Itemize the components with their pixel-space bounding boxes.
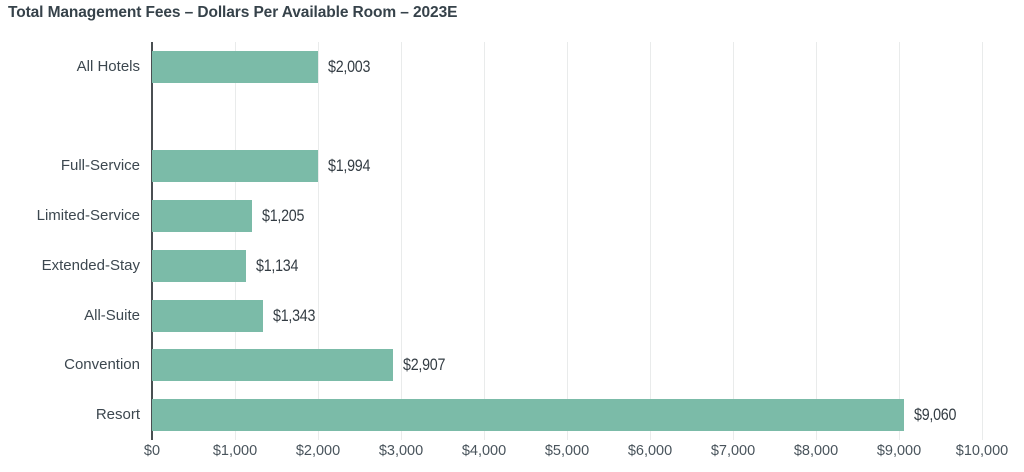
gridline — [982, 42, 983, 440]
gridline — [567, 42, 568, 440]
bar — [152, 349, 394, 382]
category-label: Limited-Service — [36, 207, 140, 225]
gridline — [401, 42, 402, 440]
gridline — [235, 42, 236, 440]
value-label: $1,343 — [273, 305, 316, 325]
x-tick-label: $7,000 — [710, 443, 756, 459]
category-label: Resort — [95, 406, 140, 424]
category-label: Convention — [64, 356, 140, 374]
gridline — [318, 42, 319, 440]
category-label: Extended-Stay — [41, 256, 140, 274]
gridline — [484, 42, 485, 440]
value-label: $1,994 — [327, 156, 370, 176]
x-tick-label: $8,000 — [793, 443, 839, 459]
gridline — [899, 42, 900, 440]
value-label: $9,060 — [913, 405, 957, 425]
category-label: Full-Service — [60, 157, 140, 175]
x-tick-label: $2,000 — [295, 443, 341, 459]
chart-title: Total Management Fees – Dollars Per Avai… — [8, 4, 458, 21]
value-label: $2,003 — [328, 56, 371, 76]
gridline — [650, 42, 651, 440]
bar — [152, 399, 904, 432]
value-label: $1,134 — [256, 255, 299, 275]
gridline — [816, 42, 817, 440]
x-tick-label: $6,000 — [627, 443, 673, 459]
category-label: All-Suite — [84, 306, 140, 324]
x-tick-label: $1,000 — [212, 443, 258, 459]
bar — [152, 200, 252, 233]
category-label: All Hotels — [76, 57, 140, 75]
x-tick-label: $3,000 — [378, 443, 424, 459]
x-tick-label: $0 — [143, 443, 161, 459]
bar — [152, 150, 318, 183]
x-tick-label: $4,000 — [461, 443, 507, 459]
bar — [152, 249, 247, 282]
gridline — [733, 42, 734, 440]
x-tick-label: $5,000 — [544, 443, 590, 459]
x-tick-label: $9,000 — [876, 443, 922, 459]
y-axis-line — [151, 42, 153, 440]
value-label: $1,205 — [262, 206, 305, 226]
bar — [152, 299, 264, 332]
x-tick-label: $10,000 — [955, 443, 1009, 459]
bar — [152, 50, 319, 83]
value-label: $2,907 — [403, 355, 446, 375]
